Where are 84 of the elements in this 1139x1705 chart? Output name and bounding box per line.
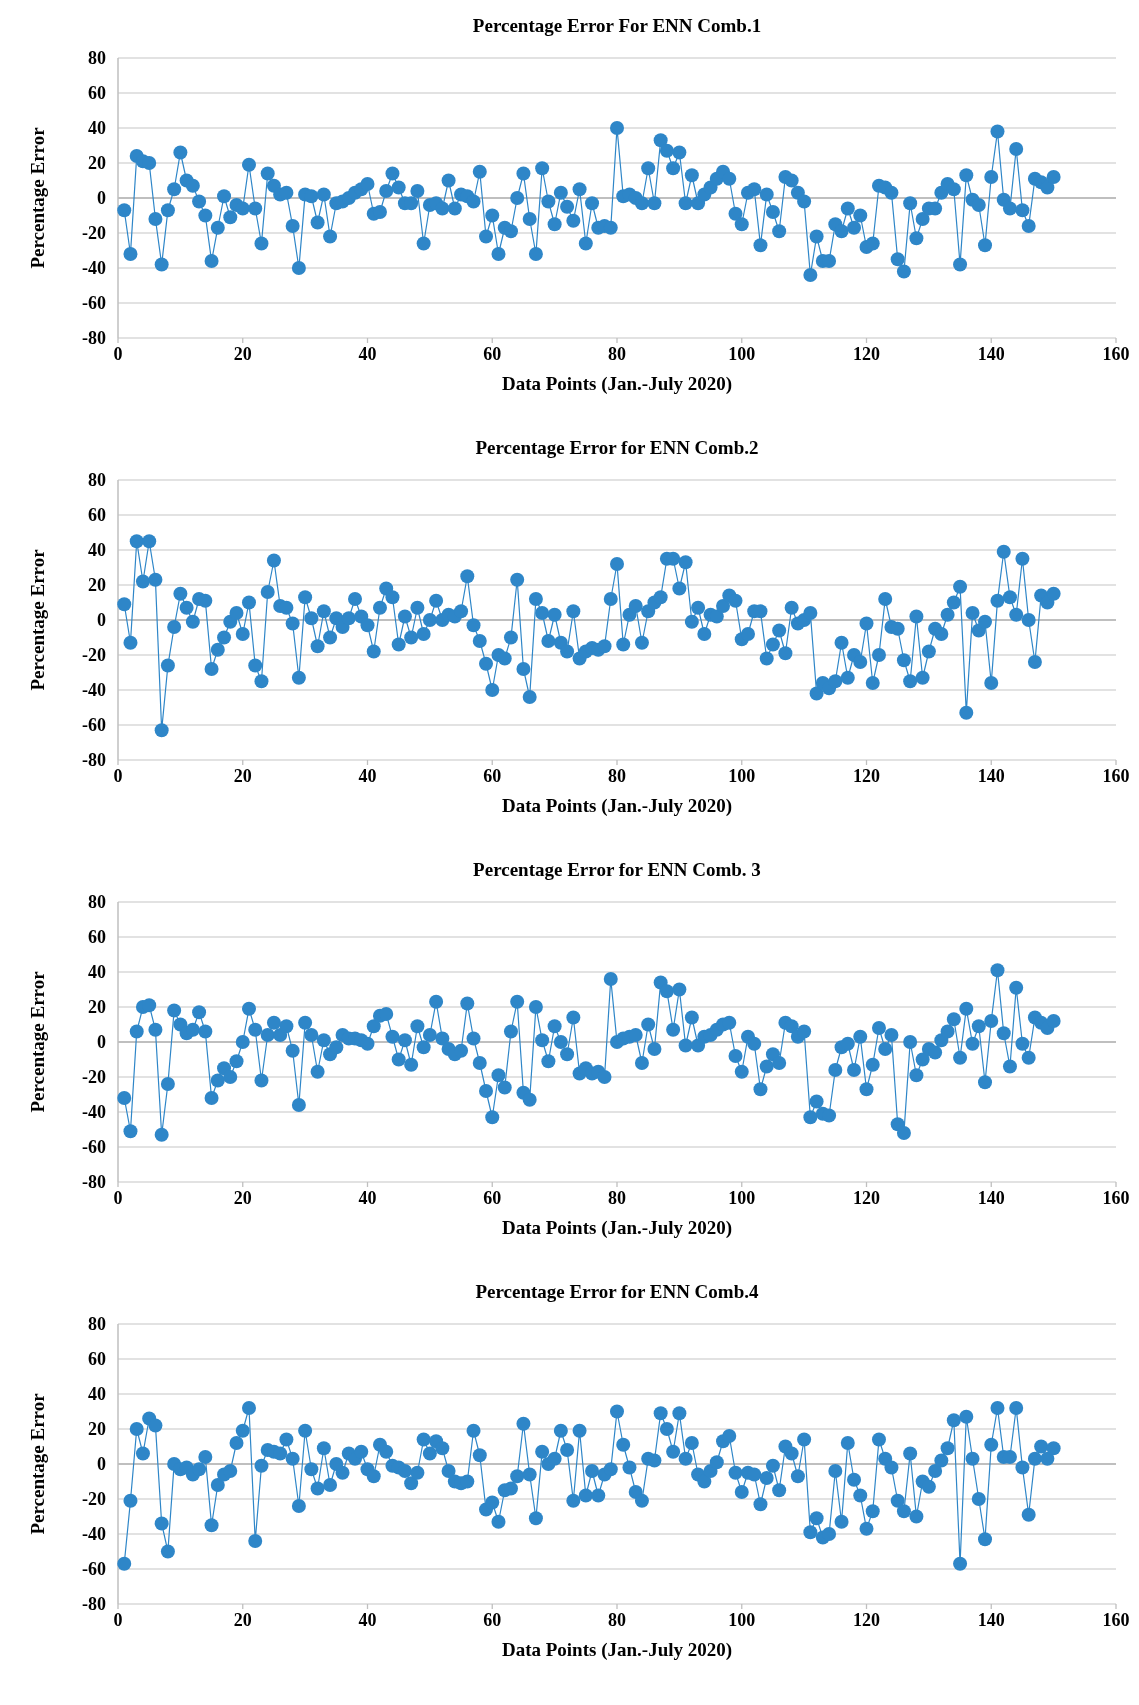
y-tick-label: -40 <box>82 258 106 279</box>
x-axis-title: Data Points (Jan.-July 2020) <box>501 1217 733 1239</box>
y-tick-label: -80 <box>82 1594 106 1615</box>
x-tick-label: 100 <box>728 344 756 364</box>
x-tick-label: 0 <box>113 344 123 364</box>
x-tick-label: 140 <box>977 766 1005 786</box>
x-tick-label: 140 <box>977 344 1005 364</box>
y-tick-label: -80 <box>82 1172 106 1193</box>
y-tick-label: -40 <box>82 1524 106 1545</box>
y-tick-label: 60 <box>88 505 106 526</box>
chart-title: Percentage Error For ENN Comb.1 <box>472 15 762 36</box>
y-tick-label: 0 <box>97 1032 106 1053</box>
y-tick-label: 80 <box>88 48 106 69</box>
y-tick-label: -80 <box>82 750 106 771</box>
x-tick-label: 100 <box>728 1188 756 1208</box>
x-tick-label: 120 <box>853 766 880 786</box>
y-tick-label: 60 <box>88 927 106 948</box>
y-tick-label: 0 <box>97 610 106 631</box>
x-tick-label: 60 <box>483 344 502 364</box>
x-tick-label: 20 <box>233 344 252 364</box>
x-tick-label: 40 <box>358 1188 377 1208</box>
x-tick-label: 0 <box>113 1188 123 1208</box>
y-tick-label: 80 <box>88 892 106 913</box>
y-axis-title: Percentage Error <box>27 1392 48 1535</box>
x-tick-label: 140 <box>977 1610 1005 1630</box>
x-tick-label: 0 <box>113 766 123 786</box>
x-tick-label: 60 <box>483 1610 502 1630</box>
y-tick-label: 40 <box>88 1384 106 1405</box>
y-tick-label: -60 <box>82 1559 106 1580</box>
x-tick-label: 40 <box>358 344 377 364</box>
y-axis-title: Percentage Error <box>27 970 48 1113</box>
y-axis-title: Percentage Error <box>27 126 48 269</box>
y-tick-label: -60 <box>82 293 106 314</box>
y-tick-label: 0 <box>97 188 106 209</box>
x-tick-label: 120 <box>853 1188 880 1208</box>
y-tick-label: 20 <box>88 153 106 174</box>
y-axis-title: Percentage Error <box>27 548 48 691</box>
x-tick-label: 100 <box>728 766 756 786</box>
x-tick-label: 60 <box>483 1188 502 1208</box>
x-tick-label: 160 <box>1102 1188 1130 1208</box>
y-tick-label: 20 <box>88 997 106 1018</box>
x-axis-title: Data Points (Jan.-July 2020) <box>501 1639 733 1661</box>
y-tick-label: -60 <box>82 715 106 736</box>
x-tick-label: 40 <box>358 1610 377 1630</box>
chart-title: Percentage Error for ENN Comb.2 <box>475 437 759 458</box>
x-tick-label: 160 <box>1102 1610 1130 1630</box>
x-tick-label: 20 <box>233 766 252 786</box>
y-tick-label: 40 <box>88 118 106 139</box>
y-tick-label: -40 <box>82 680 106 701</box>
y-tick-label: 60 <box>88 1349 106 1370</box>
x-axis-title: Data Points (Jan.-July 2020) <box>501 795 733 817</box>
y-tick-label: 40 <box>88 540 106 561</box>
y-tick-label: 60 <box>88 83 106 104</box>
x-tick-label: 20 <box>233 1188 252 1208</box>
x-tick-label: 160 <box>1102 766 1130 786</box>
x-tick-label: 80 <box>608 1188 626 1208</box>
y-tick-label: -20 <box>82 1067 106 1088</box>
x-tick-label: 140 <box>977 1188 1005 1208</box>
y-tick-label: 0 <box>97 1454 106 1475</box>
chart-title: Percentage Error for ENN Comb.4 <box>475 1281 759 1302</box>
x-tick-label: 120 <box>853 1610 880 1630</box>
chart-title: Percentage Error for ENN Comb. 3 <box>473 859 761 880</box>
x-tick-label: 100 <box>728 1610 756 1630</box>
x-tick-label: 80 <box>608 344 626 364</box>
x-tick-label: 40 <box>358 766 377 786</box>
y-tick-label: 40 <box>88 962 106 983</box>
y-tick-label: -40 <box>82 1102 106 1123</box>
y-tick-label: 80 <box>88 470 106 491</box>
y-tick-label: 20 <box>88 1419 106 1440</box>
x-tick-label: 80 <box>608 766 626 786</box>
x-tick-label: 120 <box>853 344 880 364</box>
y-tick-label: 20 <box>88 575 106 596</box>
x-tick-label: 80 <box>608 1610 626 1630</box>
y-tick-label: -80 <box>82 328 106 349</box>
y-tick-label: -20 <box>82 645 106 666</box>
x-tick-label: 60 <box>483 766 502 786</box>
x-tick-label: 160 <box>1102 344 1130 364</box>
x-axis-title: Data Points (Jan.-July 2020) <box>501 373 733 395</box>
x-tick-label: 0 <box>113 1610 123 1630</box>
y-tick-label: -20 <box>82 1489 106 1510</box>
y-tick-label: -60 <box>82 1137 106 1158</box>
x-tick-label: 20 <box>233 1610 252 1630</box>
y-tick-label: 80 <box>88 1314 106 1335</box>
y-tick-label: -20 <box>82 223 106 244</box>
